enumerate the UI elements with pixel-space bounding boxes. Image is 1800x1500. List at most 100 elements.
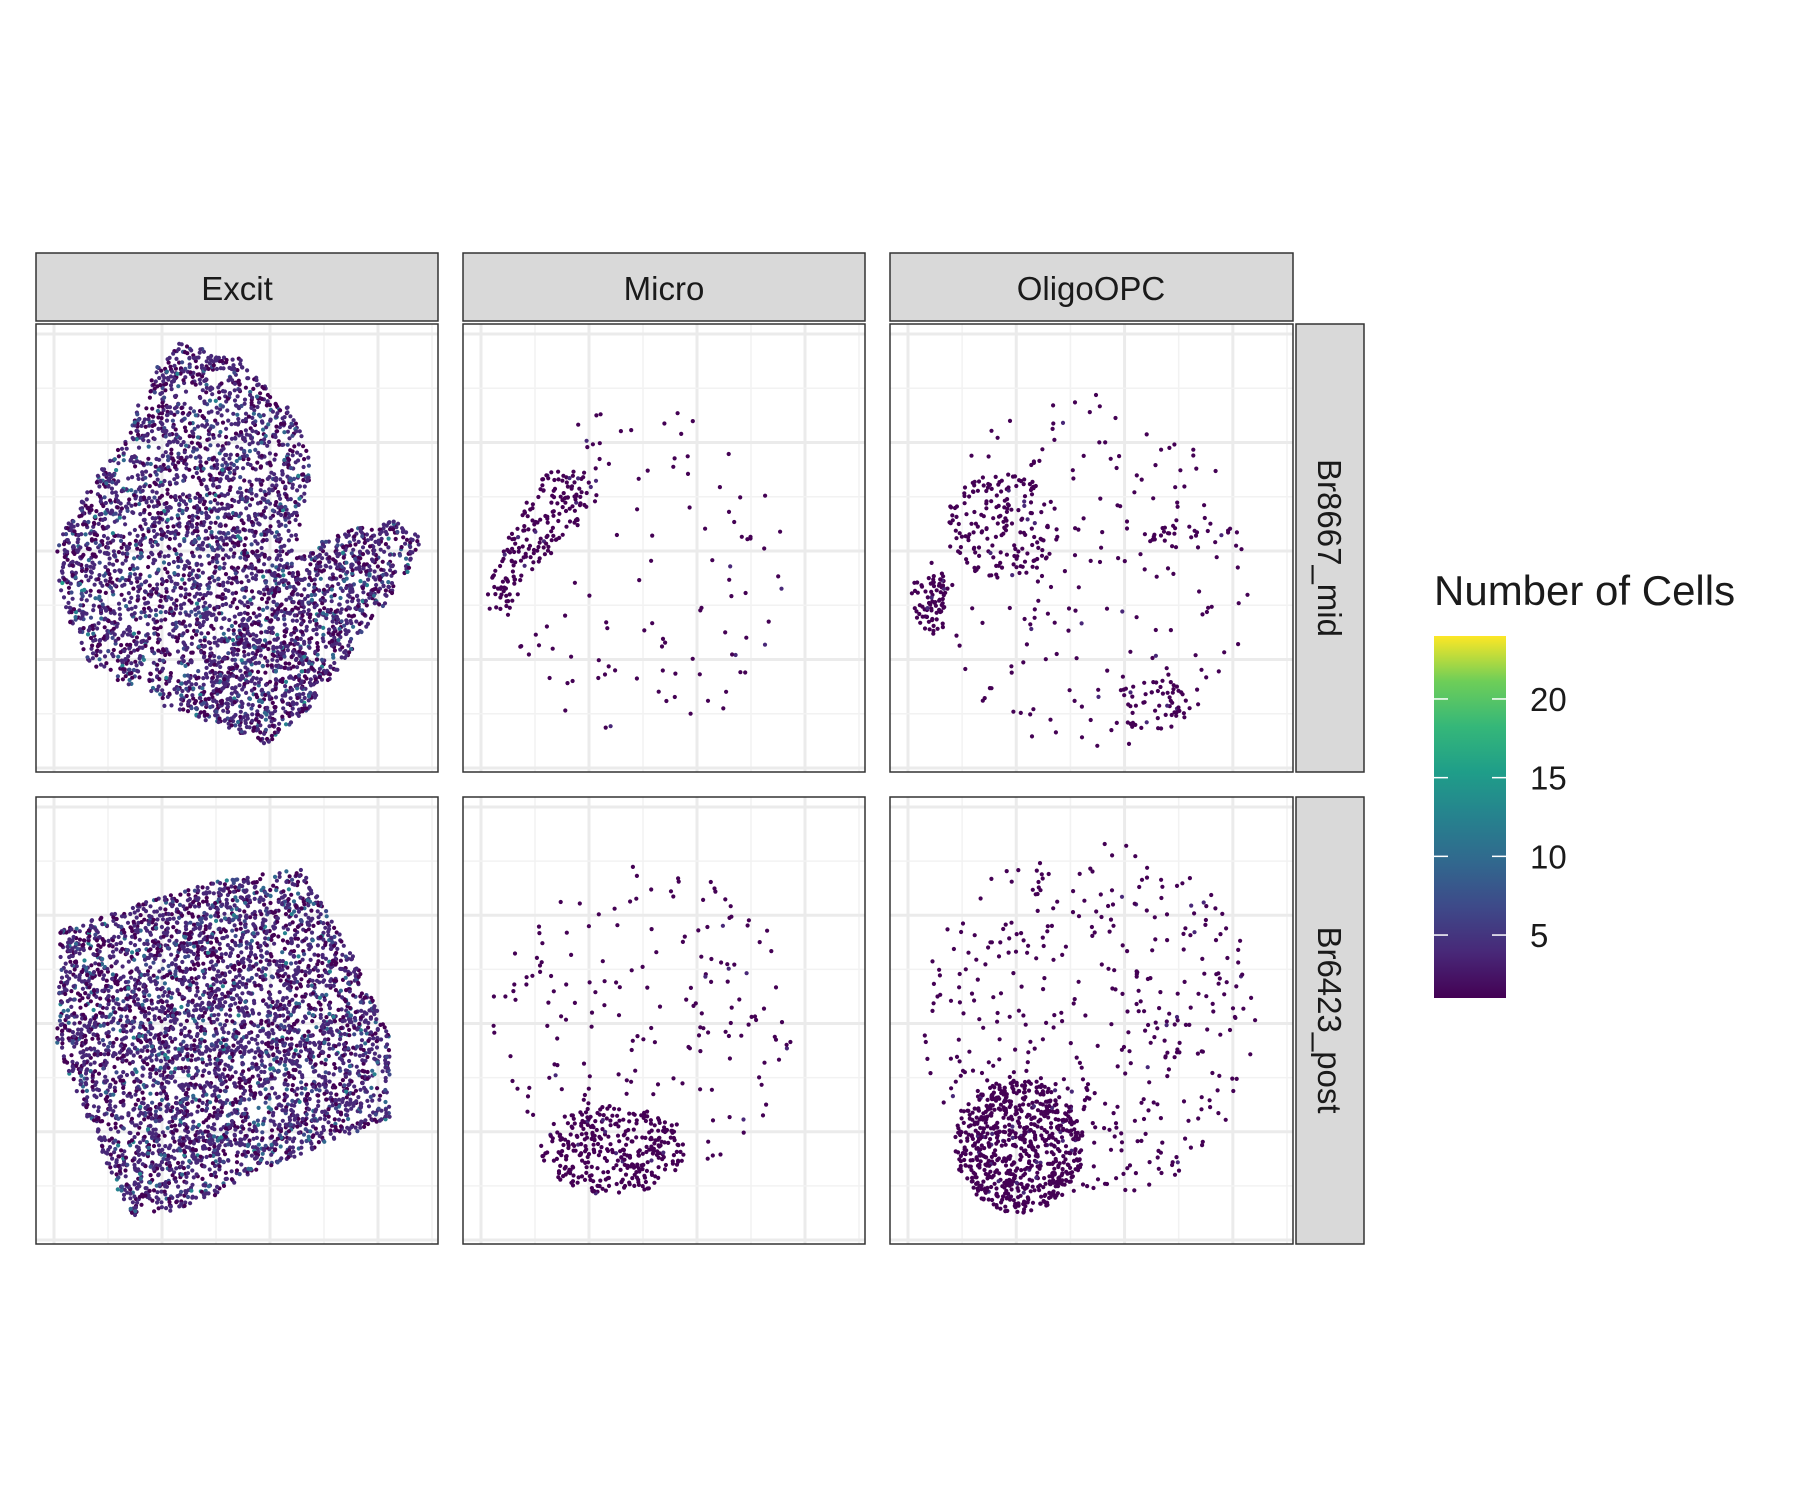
cell-point	[84, 497, 89, 502]
cell-point	[207, 361, 212, 366]
cell-point	[283, 484, 288, 489]
cell-point	[1158, 684, 1163, 690]
cell-point	[248, 488, 253, 493]
cell-point	[1025, 551, 1030, 556]
cell-point	[275, 610, 280, 615]
cell-point	[663, 640, 668, 645]
cell-point	[259, 545, 264, 551]
cell-point	[88, 593, 93, 598]
cell-point	[148, 473, 153, 478]
cell-point	[195, 435, 201, 440]
cell-point	[315, 641, 320, 646]
cell-point	[545, 520, 550, 525]
cell-point	[995, 575, 1000, 580]
cell-point	[154, 472, 159, 477]
cell-point	[251, 637, 256, 642]
cell-point	[1030, 564, 1035, 569]
cell-point	[139, 551, 144, 556]
cell-point	[1148, 539, 1153, 544]
cell-point	[163, 617, 168, 622]
cell-point	[302, 457, 307, 462]
cell-point	[1164, 666, 1169, 671]
cell-point	[1209, 604, 1214, 609]
cell-point	[152, 436, 157, 442]
cell-point	[222, 493, 227, 498]
cell-point	[526, 527, 531, 532]
cell-point	[238, 555, 243, 560]
cell-point	[1206, 605, 1211, 610]
cell-point	[146, 444, 151, 449]
cell-point	[726, 509, 732, 514]
cell-point	[110, 635, 115, 641]
cell-point	[697, 672, 702, 677]
cell-point	[182, 416, 187, 421]
cell-point	[313, 592, 318, 597]
cell-point	[182, 563, 188, 568]
cell-point	[179, 418, 184, 423]
cell-point	[225, 704, 230, 709]
cell-point	[200, 570, 205, 575]
cell-point	[285, 429, 290, 434]
cell-point	[994, 493, 999, 498]
cell-point	[1036, 598, 1041, 603]
cell-point	[293, 626, 298, 631]
cell-point	[375, 564, 380, 569]
cell-point	[247, 528, 252, 533]
cell-point	[254, 517, 259, 522]
cell-point	[138, 498, 143, 503]
cell-point	[993, 474, 998, 479]
cell-point	[1197, 589, 1202, 594]
cell-point	[85, 541, 90, 546]
cell-point	[180, 577, 185, 582]
cell-point	[1128, 690, 1133, 695]
cell-point	[934, 588, 939, 593]
cell-point	[267, 475, 272, 480]
cell-point	[296, 581, 301, 586]
cell-point	[225, 491, 231, 496]
cell-point	[207, 398, 213, 403]
cell-point	[94, 509, 99, 514]
cell-point	[368, 544, 373, 549]
cell-point	[185, 673, 190, 678]
cell-point	[204, 665, 209, 671]
cell-point	[187, 364, 192, 370]
cell-point	[191, 449, 196, 454]
cell-point	[179, 455, 184, 460]
cell-point	[207, 576, 212, 581]
cell-point	[143, 521, 148, 527]
cell-point	[155, 619, 160, 624]
cell-point	[1213, 540, 1218, 545]
cell-point	[362, 612, 367, 617]
cell-point	[512, 577, 518, 582]
cell-point	[141, 495, 147, 500]
cell-point	[152, 390, 157, 395]
cell-point	[649, 558, 654, 563]
cell-point	[125, 642, 130, 647]
cell-point	[187, 421, 193, 426]
cell-point	[278, 645, 283, 650]
cell-point	[400, 529, 405, 535]
cell-point	[1167, 445, 1172, 450]
cell-point	[125, 508, 130, 513]
cell-point	[117, 578, 122, 583]
cell-point	[507, 605, 512, 610]
cell-point	[327, 555, 332, 560]
cell-point	[270, 409, 275, 414]
cell-point	[391, 519, 396, 524]
cell-point	[556, 469, 561, 474]
cell-point	[504, 593, 509, 598]
cell-point	[55, 549, 60, 554]
cell-point	[188, 370, 193, 375]
cell-point	[291, 649, 296, 654]
cell-point	[125, 632, 130, 637]
cell-point	[355, 593, 360, 598]
cell-point	[494, 605, 499, 610]
cell-point	[1017, 478, 1022, 483]
cell-point	[165, 454, 171, 459]
cell-point	[255, 460, 260, 465]
cell-point	[314, 632, 319, 637]
cell-point	[315, 644, 320, 650]
cell-point	[178, 611, 183, 616]
cell-point	[1202, 503, 1207, 508]
cell-point	[995, 435, 1000, 440]
